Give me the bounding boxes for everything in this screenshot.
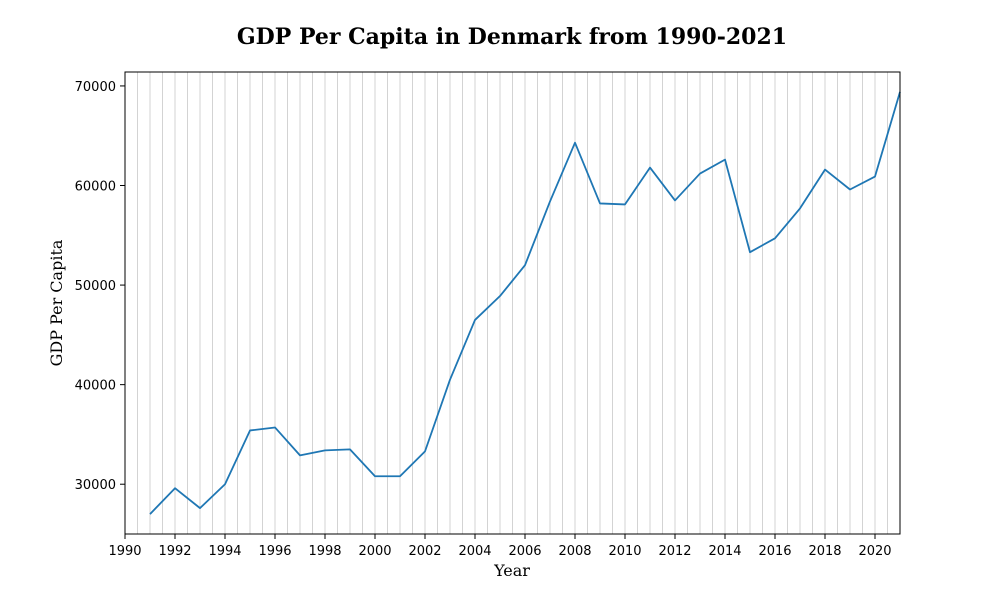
plot-frame [124, 71, 901, 535]
x-tick-label: 2000 [358, 544, 391, 559]
x-axis: 1990 1992 1994 1996 1998 2000 2002 2004 2006 2008… [108, 534, 892, 559]
x-tick-label: 1990 [108, 544, 141, 559]
y-axis: 30000 40000 50000 60000 70000 [75, 80, 125, 493]
x-tick-label: 1994 [208, 544, 241, 559]
series-group [149, 91, 901, 515]
x-tick-label: 2004 [458, 544, 491, 559]
x-tick-label: 1996 [258, 544, 291, 559]
x-tick-label: 2002 [408, 544, 441, 559]
x-tick-label: 2016 [758, 544, 791, 559]
x-tick-label: 2012 [658, 544, 691, 559]
y-tick-label: 40000 [75, 379, 116, 394]
x-tick-label: 2008 [558, 544, 591, 559]
x-tick-label: 2006 [508, 544, 541, 559]
x-tick-label: 2014 [708, 544, 741, 559]
chart-title: GDP Per Capita in Denmark from 1990-2021 [237, 24, 787, 50]
y-axis-label: GDP Per Capita [47, 239, 66, 366]
y-tick-label: 70000 [75, 80, 116, 95]
x-tick-label: 2010 [608, 544, 641, 559]
y-tick-label: 30000 [75, 478, 116, 493]
y-tick-label: 60000 [75, 180, 116, 195]
x-tick-label: 2018 [808, 544, 841, 559]
x-tick-label: 1998 [308, 544, 341, 559]
x-tick-label: 1992 [158, 544, 191, 559]
y-tick-label: 50000 [75, 279, 116, 294]
grid [124, 72, 901, 534]
x-axis-label: Year [493, 561, 530, 580]
series-line [149, 91, 901, 515]
x-tick-label: 2020 [858, 544, 891, 559]
